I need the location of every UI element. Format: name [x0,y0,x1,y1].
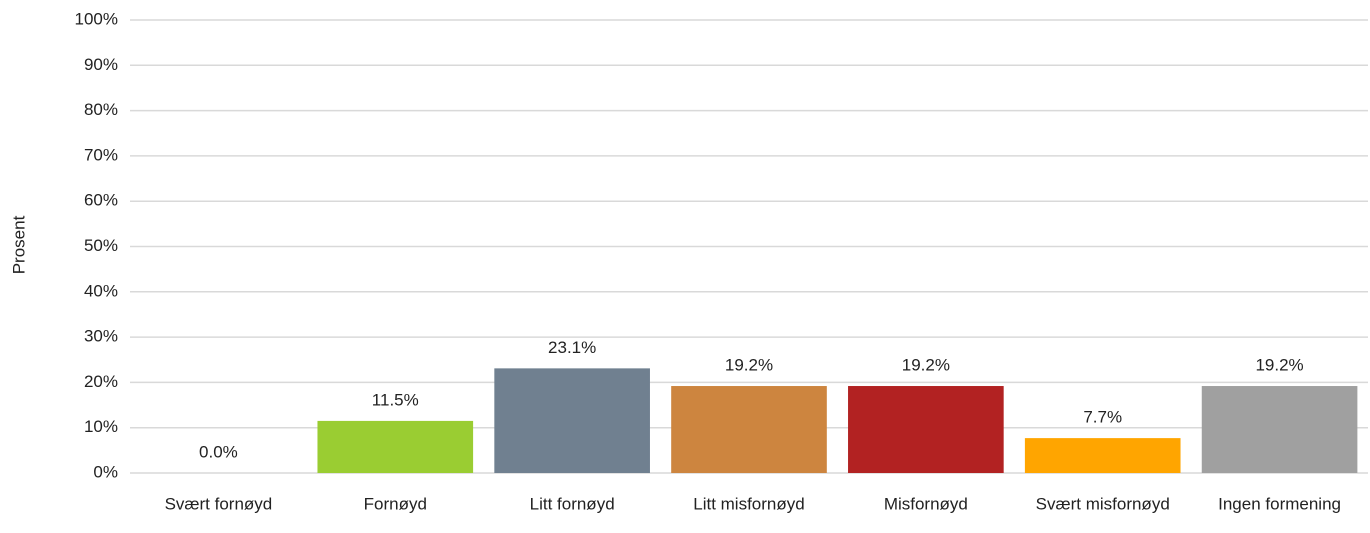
data-label: 7.7% [1083,408,1122,427]
y-tick-label: 60% [84,191,118,210]
y-tick-label: 50% [84,236,118,255]
data-label: 11.5% [372,390,419,409]
y-tick-label: 10% [84,417,118,436]
x-tick-label: Fornøyd [364,494,427,513]
bar [317,420,474,473]
x-tick-label: Svært misfornøyd [1036,494,1170,513]
bar [1024,438,1181,473]
y-tick-label: 0% [93,462,118,481]
data-label: 19.2% [725,356,773,375]
data-label: 19.2% [1255,356,1303,375]
data-label: 19.2% [902,356,950,375]
x-tick-label: Litt fornøyd [530,494,615,513]
x-tick-label: Litt misfornøyd [693,494,804,513]
x-tick-label: Ingen formening [1218,494,1341,513]
y-tick-label: 100% [75,9,118,28]
y-tick-label: 20% [84,372,118,391]
data-label: 23.1% [548,338,596,357]
x-tick-label: Svært fornøyd [165,494,273,513]
y-tick-label: 40% [84,281,118,300]
y-axis-label: Prosent [9,215,28,274]
bar [671,386,827,473]
y-tick-label: 90% [84,55,118,74]
data-label: 0.0% [199,442,238,461]
y-tick-label: 30% [84,327,118,346]
bar [494,368,650,473]
x-tick-label: Misfornøyd [884,494,968,513]
bar [848,386,1004,473]
y-tick-label: 70% [84,145,118,164]
y-tick-label: 80% [84,100,118,119]
bar [1201,386,1358,473]
